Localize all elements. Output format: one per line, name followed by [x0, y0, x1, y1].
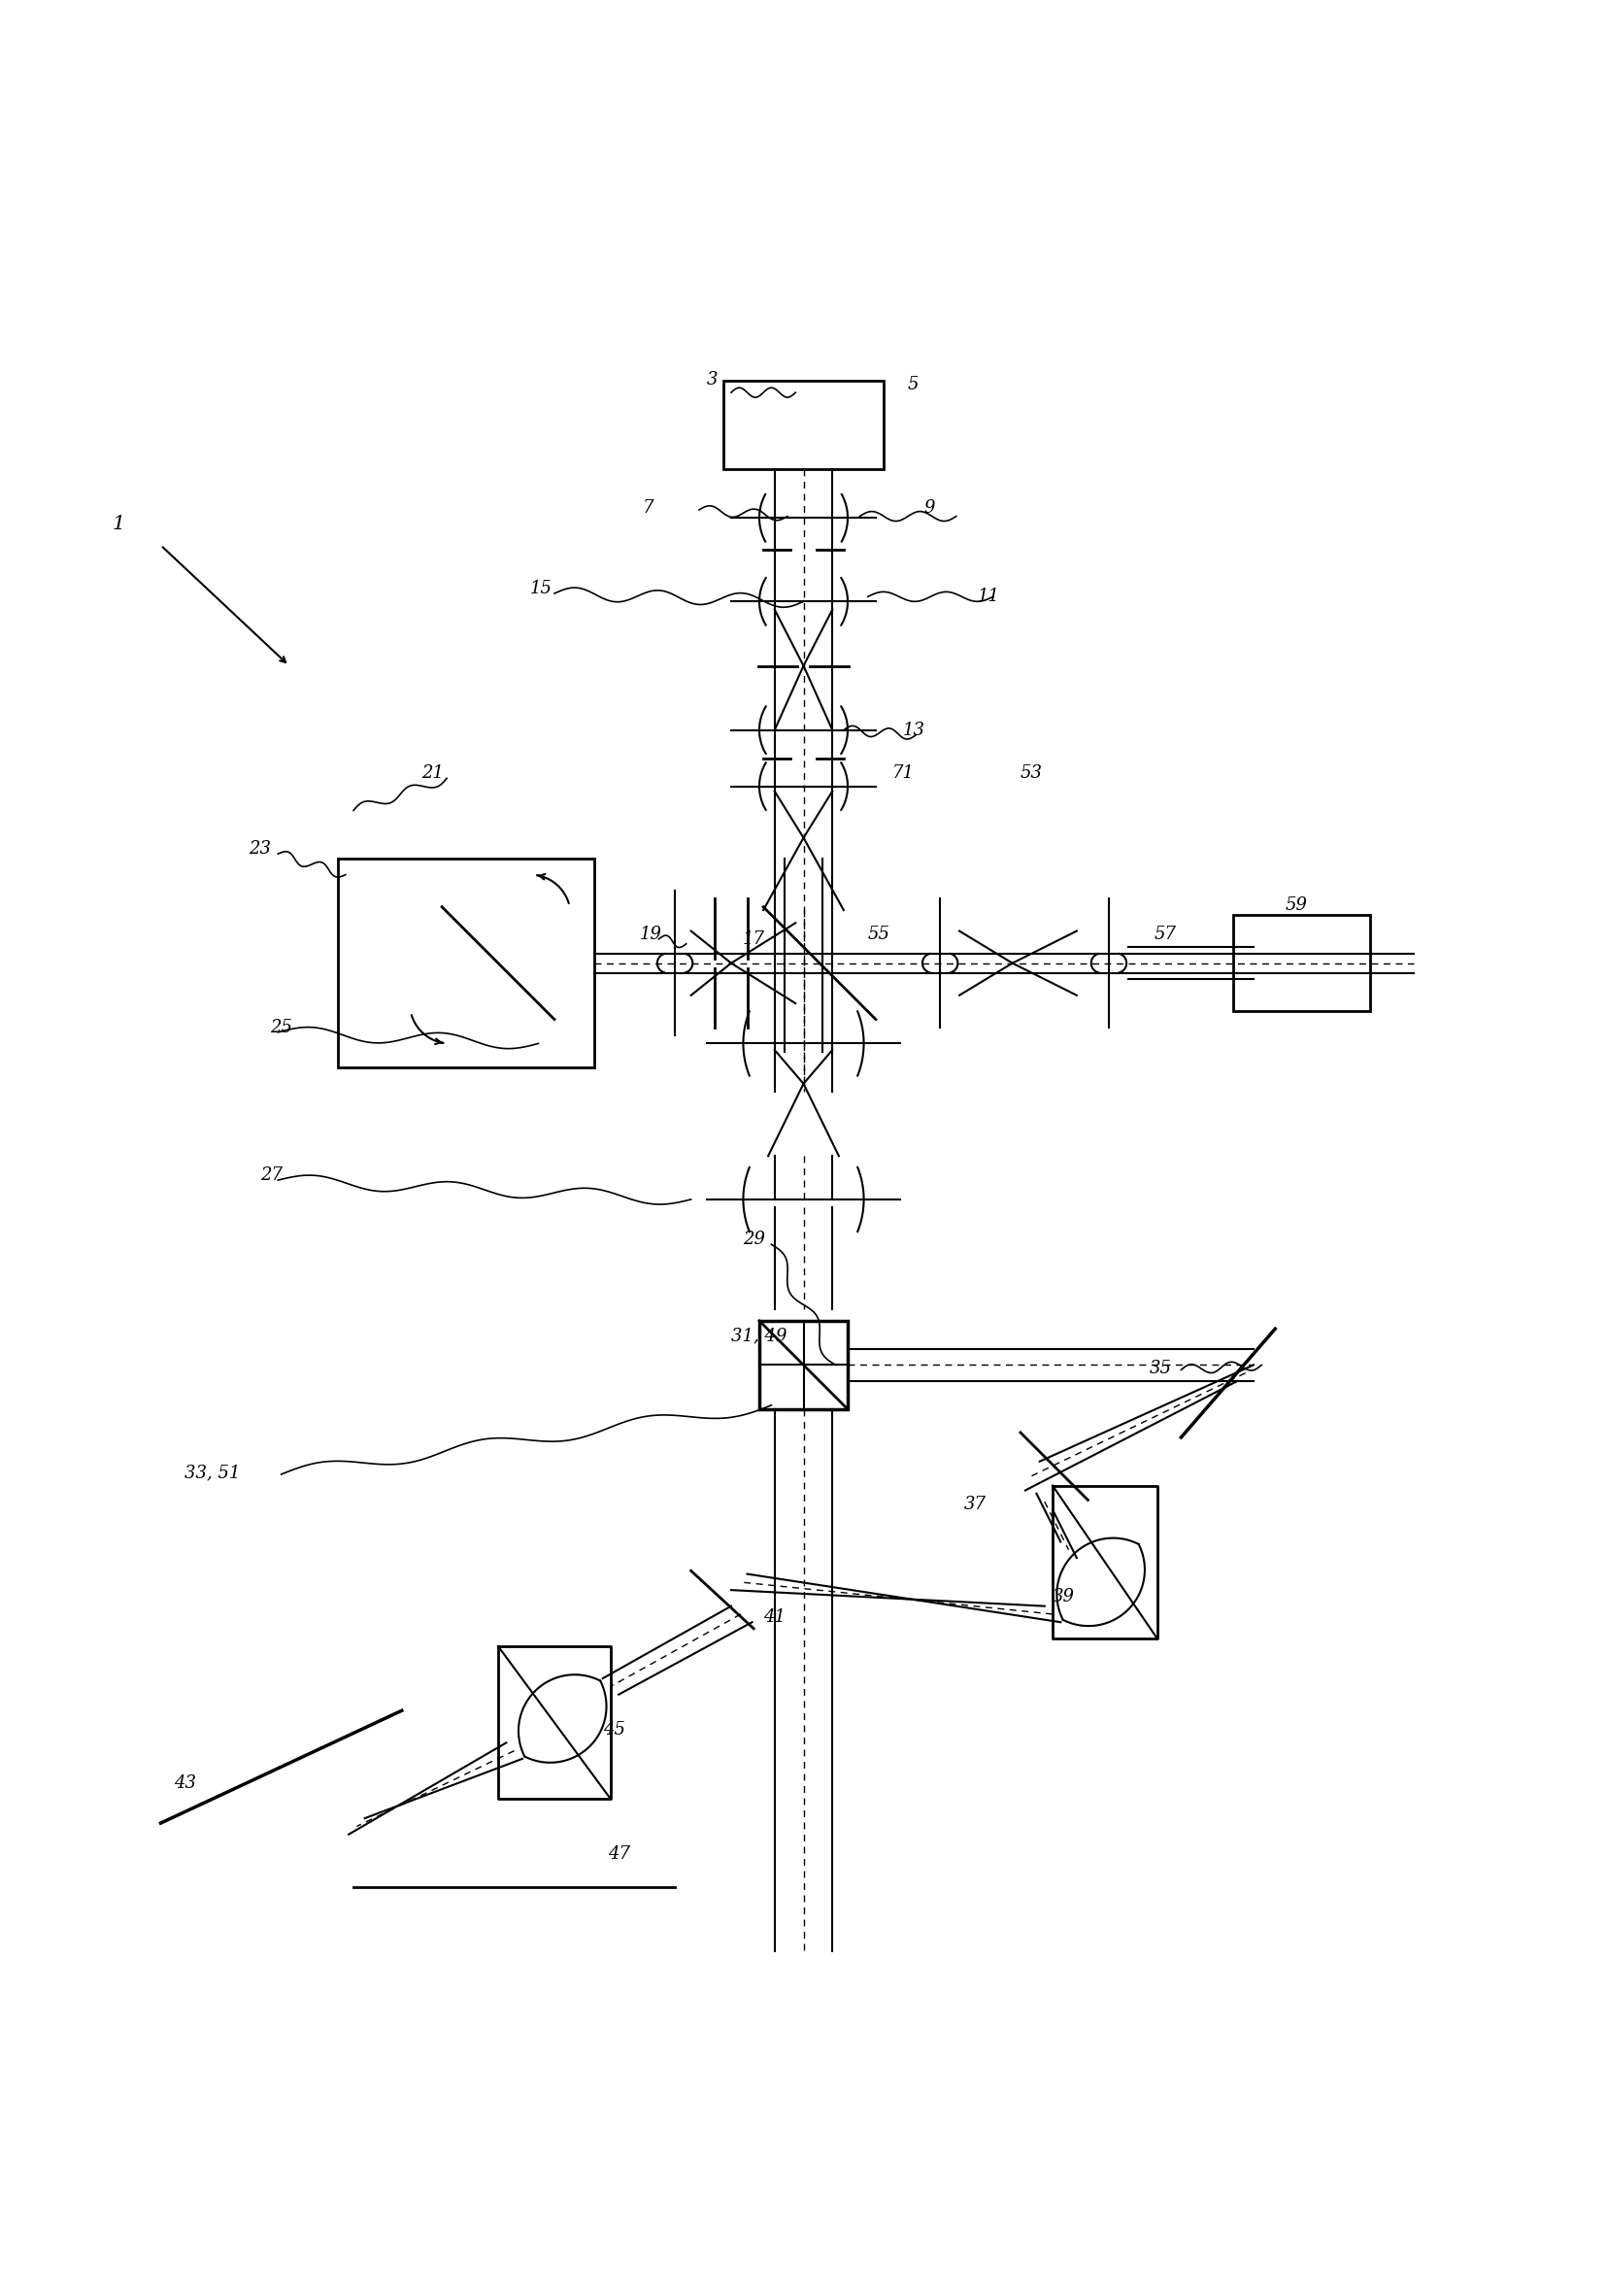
Text: 47: 47	[607, 1846, 630, 1862]
Text: 11: 11	[977, 588, 1000, 606]
Text: 31, 49: 31, 49	[731, 1327, 787, 1345]
Text: 59: 59	[1286, 895, 1308, 914]
Text: 7: 7	[643, 501, 654, 517]
Text: 19: 19	[640, 925, 662, 944]
Text: 29: 29	[742, 1231, 765, 1249]
Text: 71: 71	[892, 765, 914, 783]
Text: 27: 27	[260, 1166, 283, 1185]
Text: 55: 55	[868, 925, 890, 944]
Bar	[723, 381, 884, 468]
Bar	[337, 859, 595, 1068]
Text: 23: 23	[249, 840, 272, 859]
Text: 21: 21	[421, 765, 444, 783]
Text: 13: 13	[903, 721, 926, 739]
Text: 43: 43	[174, 1775, 196, 1791]
Text: 1: 1	[112, 514, 125, 533]
Bar	[1234, 914, 1369, 1010]
Text: 3: 3	[707, 372, 718, 388]
Text: 37: 37	[964, 1497, 987, 1513]
Text: 15: 15	[530, 581, 553, 597]
Text: 5: 5	[908, 377, 919, 393]
Bar	[759, 1320, 848, 1410]
Text: 57: 57	[1154, 925, 1176, 944]
Text: 17: 17	[742, 930, 765, 948]
Text: 25: 25	[270, 1019, 292, 1035]
Text: 33, 51: 33, 51	[185, 1465, 241, 1481]
Text: 53: 53	[1020, 765, 1043, 783]
Text: 41: 41	[763, 1609, 786, 1626]
Text: 39: 39	[1053, 1589, 1075, 1605]
Text: 9: 9	[924, 501, 935, 517]
Text: 45: 45	[603, 1722, 625, 1738]
Text: 35: 35	[1149, 1359, 1172, 1378]
